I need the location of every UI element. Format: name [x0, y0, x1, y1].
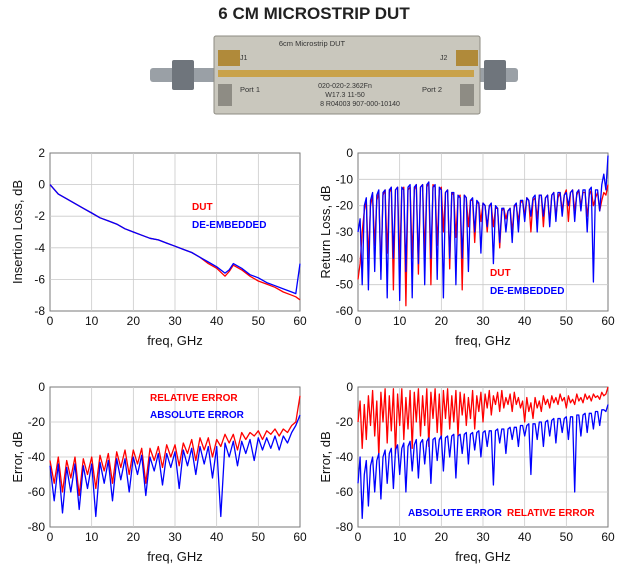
- y-tick-label: 0: [346, 380, 353, 394]
- x-tick-label: 30: [476, 530, 490, 544]
- y-tick-label: -10: [336, 172, 354, 186]
- y-axis-label: Return Loss, dB: [318, 185, 333, 278]
- series-line: [49, 184, 301, 295]
- plot-area: [49, 152, 301, 312]
- via-block-left: [218, 84, 232, 106]
- y-tick-label: 0: [346, 146, 353, 160]
- legend-entry: DUT: [490, 268, 511, 279]
- series-line: [49, 184, 301, 301]
- x-tick-label: 40: [210, 314, 224, 328]
- y-tick-label: -40: [336, 251, 354, 265]
- plot-area: [49, 386, 301, 528]
- y-tick-label: 2: [38, 146, 45, 160]
- y-tick-label: 0: [38, 380, 45, 394]
- y-tick-label: -50: [336, 278, 354, 292]
- y-tick-label: -60: [336, 485, 354, 499]
- legend-entry: RELATIVE ERROR: [507, 508, 595, 519]
- series-line: [357, 181, 609, 307]
- x-axis-label: freq, GHz: [455, 549, 511, 564]
- x-tick-label: 0: [355, 314, 362, 328]
- x-tick-label: 60: [601, 530, 615, 544]
- y-axis-label: Error, dB: [10, 431, 25, 482]
- x-tick-label: 50: [252, 530, 266, 544]
- x-axis-label: freq, GHz: [147, 333, 203, 348]
- x-axis-label: freq, GHz: [455, 333, 511, 348]
- series-line: [357, 386, 609, 458]
- microstrip-board-photo: 6cm Microstrip DUT J1 J2 Port 1 Port 2 0…: [150, 35, 518, 115]
- x-tick-label: 50: [560, 530, 574, 544]
- via-block-right: [460, 84, 474, 106]
- board-label-j1: J1: [240, 55, 248, 62]
- x-tick-label: 0: [47, 530, 54, 544]
- microstrip-trace: [218, 70, 474, 77]
- y-tick-label: -40: [336, 450, 354, 464]
- legend-entry: DE-EMBEDDED: [192, 220, 266, 231]
- series-line: [357, 404, 609, 519]
- x-tick-label: 0: [47, 314, 54, 328]
- x-tick-label: 10: [393, 530, 407, 544]
- figure-title: 6 CM MICROSTRIP DUT: [218, 4, 410, 23]
- x-tick-label: 50: [252, 314, 266, 328]
- x-axis-label: freq, GHz: [147, 549, 203, 564]
- y-tick-label: -80: [28, 520, 46, 534]
- pad-j2: [456, 50, 478, 66]
- y-tick-label: -6: [34, 272, 45, 286]
- x-tick-label: 10: [85, 314, 99, 328]
- board-label-port1: Port 1: [240, 85, 260, 94]
- x-tick-label: 20: [435, 314, 449, 328]
- y-tick-label: -20: [336, 415, 354, 429]
- y-tick-label: 0: [38, 178, 45, 192]
- plot-area: [357, 386, 609, 528]
- x-tick-label: 60: [601, 314, 615, 328]
- x-tick-label: 40: [518, 314, 532, 328]
- y-tick-label: -4: [34, 241, 45, 255]
- board-text-line3: 8 R04003 907-000-10140: [320, 101, 400, 108]
- board-text-line1: 020-020-2.362Fn: [318, 83, 372, 90]
- connector-right-nut: [484, 60, 506, 90]
- board-text-line2: W17.3 11-50: [325, 92, 365, 99]
- connector-left-nut: [172, 60, 194, 90]
- x-tick-label: 60: [293, 530, 307, 544]
- x-tick-label: 60: [293, 314, 307, 328]
- series-line: [49, 414, 301, 518]
- y-tick-label: -60: [336, 304, 354, 318]
- y-axis-label: Insertion Loss, dB: [10, 180, 25, 284]
- pad-j1: [218, 50, 240, 66]
- legend-entry: ABSOLUTE ERROR: [408, 508, 503, 519]
- x-tick-label: 20: [435, 530, 449, 544]
- x-tick-label: 30: [168, 314, 182, 328]
- x-tick-label: 20: [127, 530, 141, 544]
- y-tick-label: -8: [34, 304, 45, 318]
- y-tick-label: -80: [336, 520, 354, 534]
- y-tick-label: -2: [34, 209, 45, 223]
- y-tick-label: -60: [28, 485, 46, 499]
- x-tick-label: 10: [85, 530, 99, 544]
- legend-entry: RELATIVE ERROR: [150, 393, 238, 404]
- y-axis-label: Error, dB: [318, 431, 333, 482]
- x-tick-label: 40: [518, 530, 532, 544]
- y-tick-label: -30: [336, 225, 354, 239]
- series-line: [357, 155, 609, 302]
- x-tick-label: 30: [168, 530, 182, 544]
- plot-area: [357, 152, 609, 312]
- x-tick-label: 50: [560, 314, 574, 328]
- x-tick-label: 20: [127, 314, 141, 328]
- x-tick-label: 40: [210, 530, 224, 544]
- series-line: [49, 395, 301, 497]
- x-tick-label: 0: [355, 530, 362, 544]
- legend-entry: ABSOLUTE ERROR: [150, 410, 245, 421]
- x-tick-label: 30: [476, 314, 490, 328]
- legend-entry: DE-EMBEDDED: [490, 286, 564, 297]
- x-tick-label: 10: [393, 314, 407, 328]
- y-tick-label: -40: [28, 450, 46, 464]
- board-label-j2: J2: [440, 55, 448, 62]
- board-label-port2: Port 2: [422, 85, 442, 94]
- legend-entry: DUT: [192, 202, 213, 213]
- board-title: 6cm Microstrip DUT: [279, 39, 346, 48]
- y-tick-label: -20: [336, 199, 354, 213]
- y-tick-label: -20: [28, 415, 46, 429]
